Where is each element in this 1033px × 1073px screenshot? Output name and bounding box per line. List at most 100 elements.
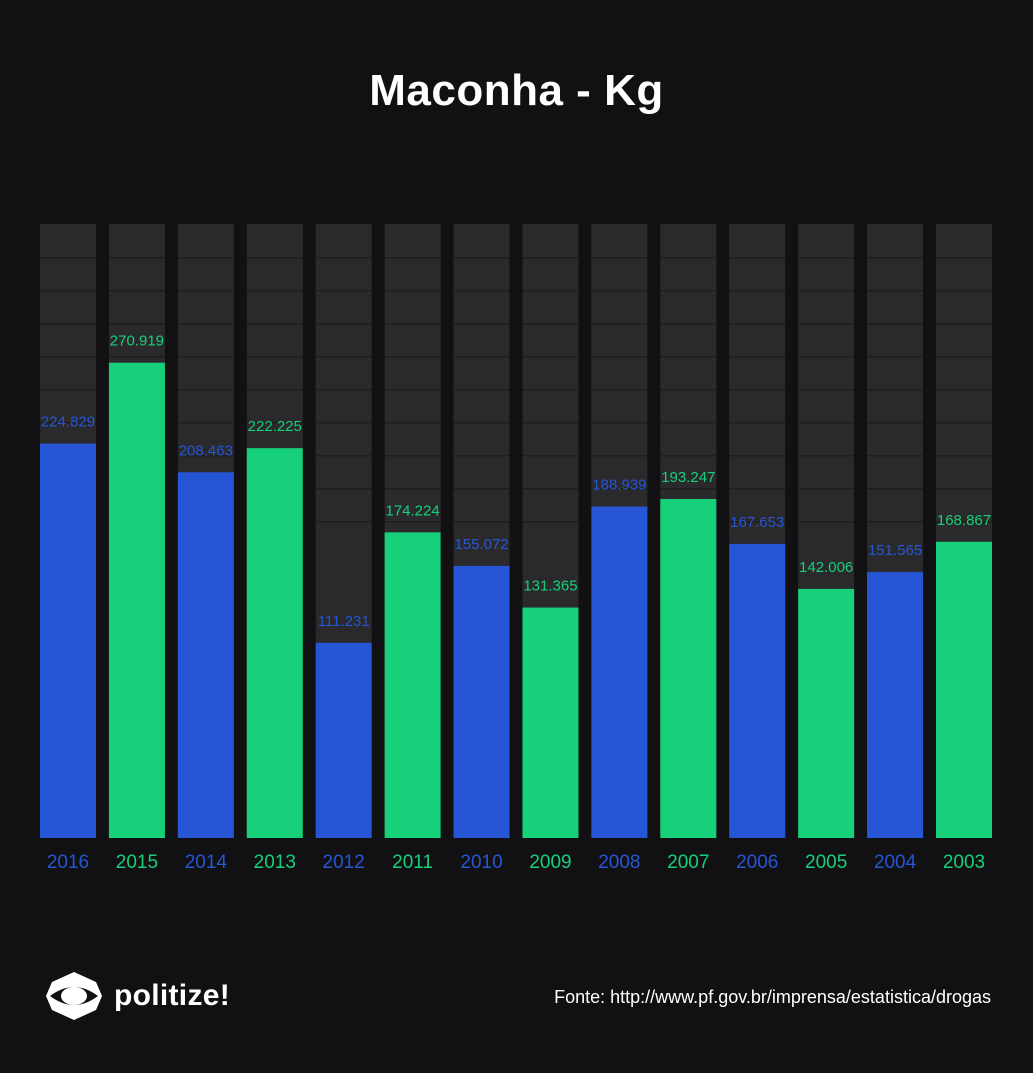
bar-2014 <box>177 472 234 838</box>
grid-line <box>798 422 855 424</box>
grid-line <box>384 290 441 292</box>
grid-line <box>177 356 234 358</box>
grid-line <box>729 356 786 358</box>
value-label-2004: 151.565 <box>868 542 922 559</box>
grid-line <box>798 323 855 325</box>
grid-line <box>315 488 372 490</box>
grid-line <box>246 356 303 358</box>
category-label-2012: 2012 <box>323 852 365 873</box>
value-label-2009: 131.365 <box>523 578 577 595</box>
value-label-2007: 193.247 <box>661 469 715 486</box>
grid-line <box>867 257 924 259</box>
grid-line <box>40 356 96 358</box>
category-label-2008: 2008 <box>598 852 640 873</box>
grid-line <box>315 323 372 325</box>
grid-line <box>522 389 579 391</box>
grid-line <box>936 455 992 457</box>
grid-line <box>798 389 855 391</box>
grid-line <box>591 290 648 292</box>
bar-2005 <box>798 588 855 838</box>
grid-line <box>453 323 510 325</box>
grid-line <box>384 389 441 391</box>
category-label-2010: 2010 <box>460 852 502 873</box>
grid-line <box>798 455 855 457</box>
grid-line <box>246 389 303 391</box>
grid-line <box>660 356 717 358</box>
grid-line <box>40 323 96 325</box>
grid-line <box>108 257 165 259</box>
grid-line <box>246 422 303 424</box>
value-label-2006: 167.653 <box>730 514 784 531</box>
value-label-2015: 270.919 <box>110 333 164 350</box>
value-label-2003: 168.867 <box>937 512 991 529</box>
grid-line <box>522 290 579 292</box>
grid-line <box>660 323 717 325</box>
grid-line <box>936 389 992 391</box>
grid-line <box>453 455 510 457</box>
grid-line <box>108 356 165 358</box>
grid-line <box>315 521 372 523</box>
category-label-2006: 2006 <box>736 852 778 873</box>
grid-line <box>591 257 648 259</box>
grid-line <box>867 422 924 424</box>
grid-line <box>729 422 786 424</box>
grid-line <box>660 488 717 490</box>
grid-line <box>936 422 992 424</box>
category-label-2009: 2009 <box>529 852 571 873</box>
bar-2009 <box>522 607 579 838</box>
grid-line <box>108 290 165 292</box>
grid-line <box>660 290 717 292</box>
grid-line <box>384 521 441 523</box>
grid-line <box>315 356 372 358</box>
grid-line <box>384 257 441 259</box>
grid-line <box>936 521 992 523</box>
grid-line <box>522 356 579 358</box>
grid-line <box>591 323 648 325</box>
grid-line <box>453 521 510 523</box>
grid-line <box>384 422 441 424</box>
grid-line <box>591 488 648 490</box>
grid-line <box>867 455 924 457</box>
grid-line <box>40 290 96 292</box>
grid-line <box>591 389 648 391</box>
bar-2003 <box>936 541 992 838</box>
grid-line <box>936 290 992 292</box>
grid-line <box>660 422 717 424</box>
value-label-2012: 111.231 <box>318 613 370 630</box>
bar-2016 <box>40 443 96 838</box>
grid-line <box>522 521 579 523</box>
grid-line <box>40 389 96 391</box>
grid-line <box>729 323 786 325</box>
grid-line <box>384 455 441 457</box>
bar-2010 <box>453 565 510 838</box>
bar-2008 <box>591 506 648 838</box>
politize-eye-logo-icon <box>46 972 102 1020</box>
grid-line <box>177 422 234 424</box>
grid-line <box>867 521 924 523</box>
grid-line <box>867 356 924 358</box>
grid-line <box>40 257 96 259</box>
grid-line <box>798 356 855 358</box>
grid-line <box>867 488 924 490</box>
grid-line <box>729 488 786 490</box>
grid-line <box>453 422 510 424</box>
grid-line <box>315 290 372 292</box>
grid-line <box>246 257 303 259</box>
grid-line <box>591 455 648 457</box>
grid-line <box>867 389 924 391</box>
grid-line <box>246 323 303 325</box>
grid-line <box>522 488 579 490</box>
grid-line <box>108 323 165 325</box>
category-label-2015: 2015 <box>116 852 158 873</box>
bar-2015 <box>108 362 165 838</box>
grid-line <box>867 290 924 292</box>
value-label-2013: 222.225 <box>248 418 302 435</box>
source-citation: Fonte: http://www.pf.gov.br/imprensa/est… <box>554 987 991 1007</box>
grid-line <box>315 389 372 391</box>
grid-line <box>660 455 717 457</box>
grid-line <box>384 323 441 325</box>
value-label-2008: 188.939 <box>592 477 646 494</box>
grid-line <box>315 257 372 259</box>
politize-logo: politize! <box>44 970 230 1022</box>
bar-2012 <box>315 642 372 838</box>
